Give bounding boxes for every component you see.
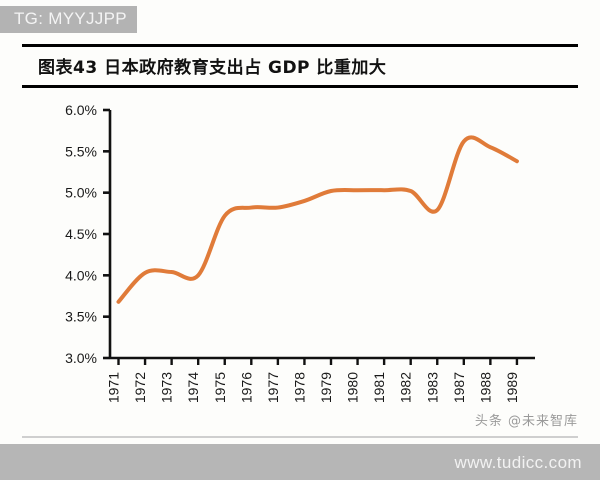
y-axis-label: 4.5%: [65, 226, 97, 242]
bottom-divider: [22, 436, 578, 438]
x-axis-label: 1976: [238, 372, 254, 403]
x-axis-label: 1971: [106, 372, 122, 403]
x-axis-label: 1975: [212, 372, 228, 403]
x-axis-label: 1981: [371, 372, 387, 403]
y-axis-label: 5.5%: [65, 143, 97, 159]
y-axis-label: 3.0%: [65, 350, 97, 366]
url-watermark-band: www.tudicc.com: [0, 444, 600, 480]
x-axis-label: 1987: [451, 372, 467, 403]
chart-title-block: 图表43 日本政府教育支出占 GDP 比重加大: [22, 44, 578, 88]
chart-figure: 3.0% 3.5% 4.0% 4.5% 5.0% 5.5% 6.0% 1971 1972 197…: [0, 92, 600, 432]
line-chart-svg: 3.0%3.5%4.0%4.5%5.0%5.5%6.0% 1971 1972 197…: [65, 102, 535, 403]
x-axis-label: 1978: [291, 372, 307, 403]
data-series-line: [116, 135, 519, 304]
y-axis-label: 3.5%: [65, 309, 97, 325]
top-watermark-banner: TG: MYYJJPP: [0, 6, 137, 34]
page-title: 图表43 日本政府教育支出占 GDP 比重加大: [38, 58, 387, 78]
site-url-watermark: www.tudicc.com: [454, 453, 582, 472]
y-axis-label: 4.0%: [65, 267, 97, 283]
x-axis-label: 1989: [504, 372, 520, 403]
x-axis-label: 1974: [185, 372, 201, 403]
attribution-watermark: 头条 @未来智库: [474, 414, 578, 429]
y-axis-label: 5.0%: [65, 185, 97, 201]
x-axis-label: 1980: [345, 372, 361, 403]
x-axis-label: 1983: [424, 372, 440, 403]
top-watermark-text: TG: MYYJJPP: [14, 9, 127, 28]
y-axis-label: 6.0%: [65, 102, 97, 118]
x-axis-label: 1977: [265, 372, 281, 403]
x-axis-label: 1982: [398, 372, 414, 403]
x-axis-label: 1979: [318, 372, 334, 403]
x-axis-label: 1973: [159, 372, 175, 403]
y-axis-label-group: 3.0% 3.5% 4.0% 4.5% 5.0% 5.5% 6.0%: [65, 102, 97, 366]
x-axis-label: 1972: [132, 372, 148, 403]
x-axis-label-group: 1971 1972 1973 1974 1975 1976 1977 1978 1979 1980…: [106, 372, 520, 403]
y-axis-tick-group: [103, 108, 110, 360]
x-axis-label: 1988: [477, 372, 493, 403]
